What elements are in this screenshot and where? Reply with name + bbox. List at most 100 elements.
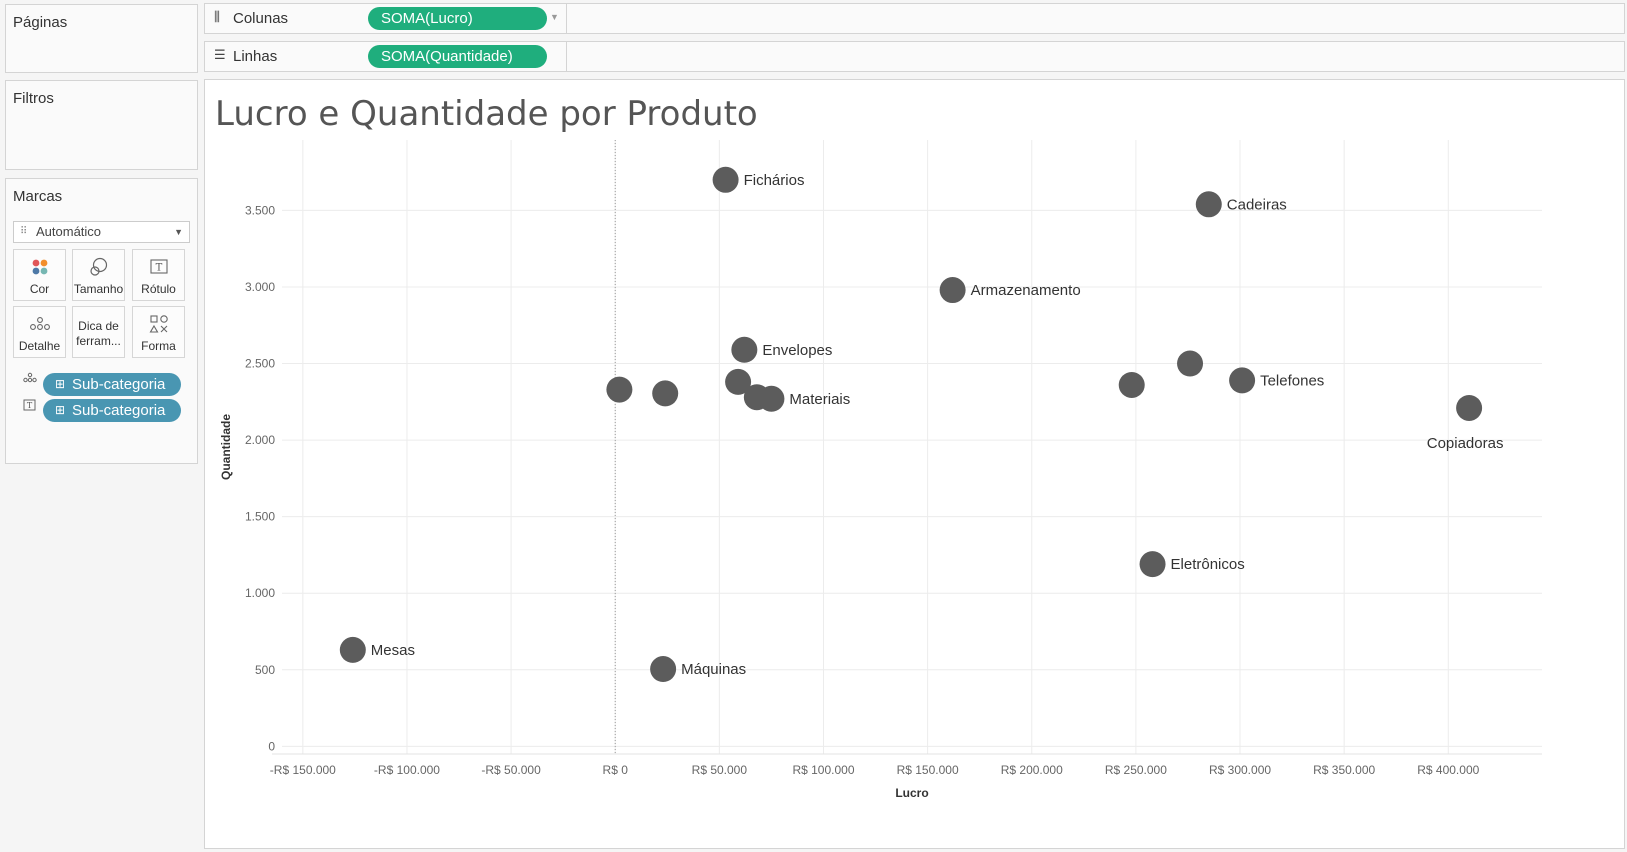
filters-title: Filtros bbox=[13, 90, 54, 107]
x-tick-label: R$ 200.000 bbox=[1001, 763, 1063, 777]
pill-label: Sub-categoria bbox=[72, 402, 166, 419]
data-point[interactable] bbox=[731, 336, 758, 363]
y-tick-label: 3.000 bbox=[245, 280, 275, 294]
svg-text:T: T bbox=[27, 401, 33, 410]
x-tick-label: R$ 400.000 bbox=[1417, 763, 1479, 777]
pages-card[interactable]: Páginas bbox=[5, 4, 198, 73]
data-label: Armazenamento bbox=[971, 282, 1081, 299]
size-button[interactable]: Tamanho bbox=[72, 249, 125, 301]
pill-label: SOMA(Lucro) bbox=[381, 10, 473, 27]
viz-title: Lucro e Quantidade por Produto bbox=[215, 94, 758, 134]
detail-dots-icon bbox=[23, 372, 37, 386]
data-point[interactable] bbox=[1177, 350, 1204, 377]
profit-pill[interactable]: SOMA(Lucro) bbox=[368, 7, 547, 30]
data-point[interactable] bbox=[1118, 371, 1145, 398]
x-axis-title: Lucro bbox=[895, 786, 928, 800]
filters-card[interactable]: Filtros bbox=[5, 80, 198, 170]
color-dots-icon bbox=[14, 256, 65, 278]
shape-button[interactable]: Forma bbox=[132, 306, 185, 358]
detail-label: Detalhe bbox=[18, 339, 61, 353]
x-tick-label: R$ 100.000 bbox=[792, 763, 854, 777]
size-label: Tamanho bbox=[73, 282, 124, 296]
columns-icon: ⫼ bbox=[214, 9, 220, 24]
data-point[interactable] bbox=[939, 277, 966, 304]
data-label: Cadeiras bbox=[1227, 196, 1287, 213]
svg-text:T: T bbox=[155, 263, 162, 274]
shapes-icon bbox=[133, 313, 184, 335]
data-point[interactable] bbox=[339, 636, 366, 663]
plus-box-icon: ⊞ bbox=[55, 377, 66, 391]
tooltip-button[interactable]: Dica de ferram... bbox=[72, 306, 125, 358]
data-point[interactable] bbox=[1229, 367, 1256, 394]
y-tick-label: 1.500 bbox=[245, 510, 275, 524]
text-box-icon: T bbox=[133, 256, 184, 278]
visualization-panel[interactable]: Lucro e Quantidade por Produto -R$ 150.0… bbox=[204, 79, 1625, 849]
data-point[interactable] bbox=[652, 380, 679, 407]
chevron-down-icon: ▼ bbox=[174, 227, 183, 237]
data-label: Eletrônicos bbox=[1171, 556, 1245, 573]
data-label: Fichários bbox=[744, 172, 805, 189]
x-tick-label: R$ 150.000 bbox=[897, 763, 959, 777]
rows-label: Linhas bbox=[233, 48, 278, 65]
data-point[interactable] bbox=[1139, 551, 1166, 578]
y-axis-title: Quantidade bbox=[219, 414, 233, 480]
y-tick-label: 2.000 bbox=[245, 433, 275, 447]
y-tick-label: 0 bbox=[268, 739, 275, 753]
x-tick-label: R$ 250.000 bbox=[1105, 763, 1167, 777]
automatic-mark-icon: ⠿ bbox=[20, 226, 28, 237]
x-tick-label: R$ 300.000 bbox=[1209, 763, 1271, 777]
data-label: Mesas bbox=[371, 642, 415, 659]
detail-button[interactable]: Detalhe bbox=[13, 306, 66, 358]
text-box-icon: T bbox=[23, 399, 37, 414]
detail-pill-subcategory[interactable]: ⊞ Sub-categoria bbox=[43, 373, 181, 396]
shelf-divider bbox=[566, 4, 567, 33]
columns-label: Colunas bbox=[233, 10, 289, 27]
data-point[interactable] bbox=[725, 368, 752, 395]
data-label: Envelopes bbox=[762, 342, 832, 359]
x-tick-label: -R$ 50.000 bbox=[481, 763, 541, 777]
marks-title: Marcas bbox=[13, 188, 63, 205]
shelf-divider bbox=[566, 42, 567, 71]
data-label: Telefones bbox=[1260, 372, 1324, 389]
scatter-chart[interactable]: -R$ 150.000 -R$ 100.000 -R$ 50.000 R$ 0 R$ 5… bbox=[205, 80, 1624, 848]
pages-title: Páginas bbox=[13, 14, 68, 31]
data-label: Copiadoras bbox=[1427, 435, 1504, 452]
data-point[interactable] bbox=[606, 376, 633, 403]
chevron-down-icon[interactable]: ▼ bbox=[550, 12, 559, 22]
y-tick-label: 1.000 bbox=[245, 586, 275, 600]
size-circles-icon bbox=[73, 256, 124, 278]
data-point[interactable] bbox=[712, 166, 739, 193]
data-point[interactable] bbox=[1456, 394, 1483, 421]
tooltip-label: Dica de ferram... bbox=[76, 319, 121, 348]
label-button[interactable]: T Rótulo bbox=[132, 249, 185, 301]
columns-shelf[interactable]: ⫼ Colunas ▼ SOMA(Lucro) bbox=[204, 3, 1625, 34]
x-tick-label: -R$ 150.000 bbox=[270, 763, 336, 777]
x-tick-label: R$ 350.000 bbox=[1313, 763, 1375, 777]
y-tick-label: 2.500 bbox=[245, 357, 275, 371]
color-label: Cor bbox=[29, 282, 50, 296]
y-tick-label: 3.500 bbox=[245, 203, 275, 217]
rows-shelf[interactable]: ☰ Linhas SOMA(Quantidade) bbox=[204, 41, 1625, 72]
pill-label: Sub-categoria bbox=[72, 376, 166, 393]
shape-label: Forma bbox=[141, 339, 176, 353]
x-tick-label: R$ 50.000 bbox=[692, 763, 748, 777]
y-tick-label: 500 bbox=[255, 663, 275, 677]
plus-box-icon: ⊞ bbox=[55, 403, 66, 417]
label-label: Rótulo bbox=[141, 282, 176, 296]
label-pill-subcategory[interactable]: ⊞ Sub-categoria bbox=[43, 399, 181, 422]
quantity-pill[interactable]: SOMA(Quantidade) bbox=[368, 45, 547, 68]
x-tick-label: R$ 0 bbox=[603, 763, 629, 777]
color-button[interactable]: Cor bbox=[13, 249, 66, 301]
data-point[interactable] bbox=[650, 656, 677, 683]
marks-card: Marcas ⠿ Automático ▼ Cor Tamanho T Rótu… bbox=[5, 178, 198, 464]
data-label: Máquinas bbox=[681, 661, 746, 678]
mark-type-dropdown[interactable]: ⠿ Automático ▼ bbox=[13, 221, 190, 243]
pill-label: SOMA(Quantidade) bbox=[381, 48, 513, 65]
detail-dots-icon bbox=[14, 313, 65, 335]
data-point[interactable] bbox=[758, 385, 785, 412]
x-tick-label: -R$ 100.000 bbox=[374, 763, 440, 777]
rows-icon: ☰ bbox=[214, 47, 226, 62]
data-label: Materiais bbox=[789, 391, 850, 408]
data-point[interactable] bbox=[1195, 191, 1222, 218]
mark-type-value: Automático bbox=[36, 224, 102, 239]
